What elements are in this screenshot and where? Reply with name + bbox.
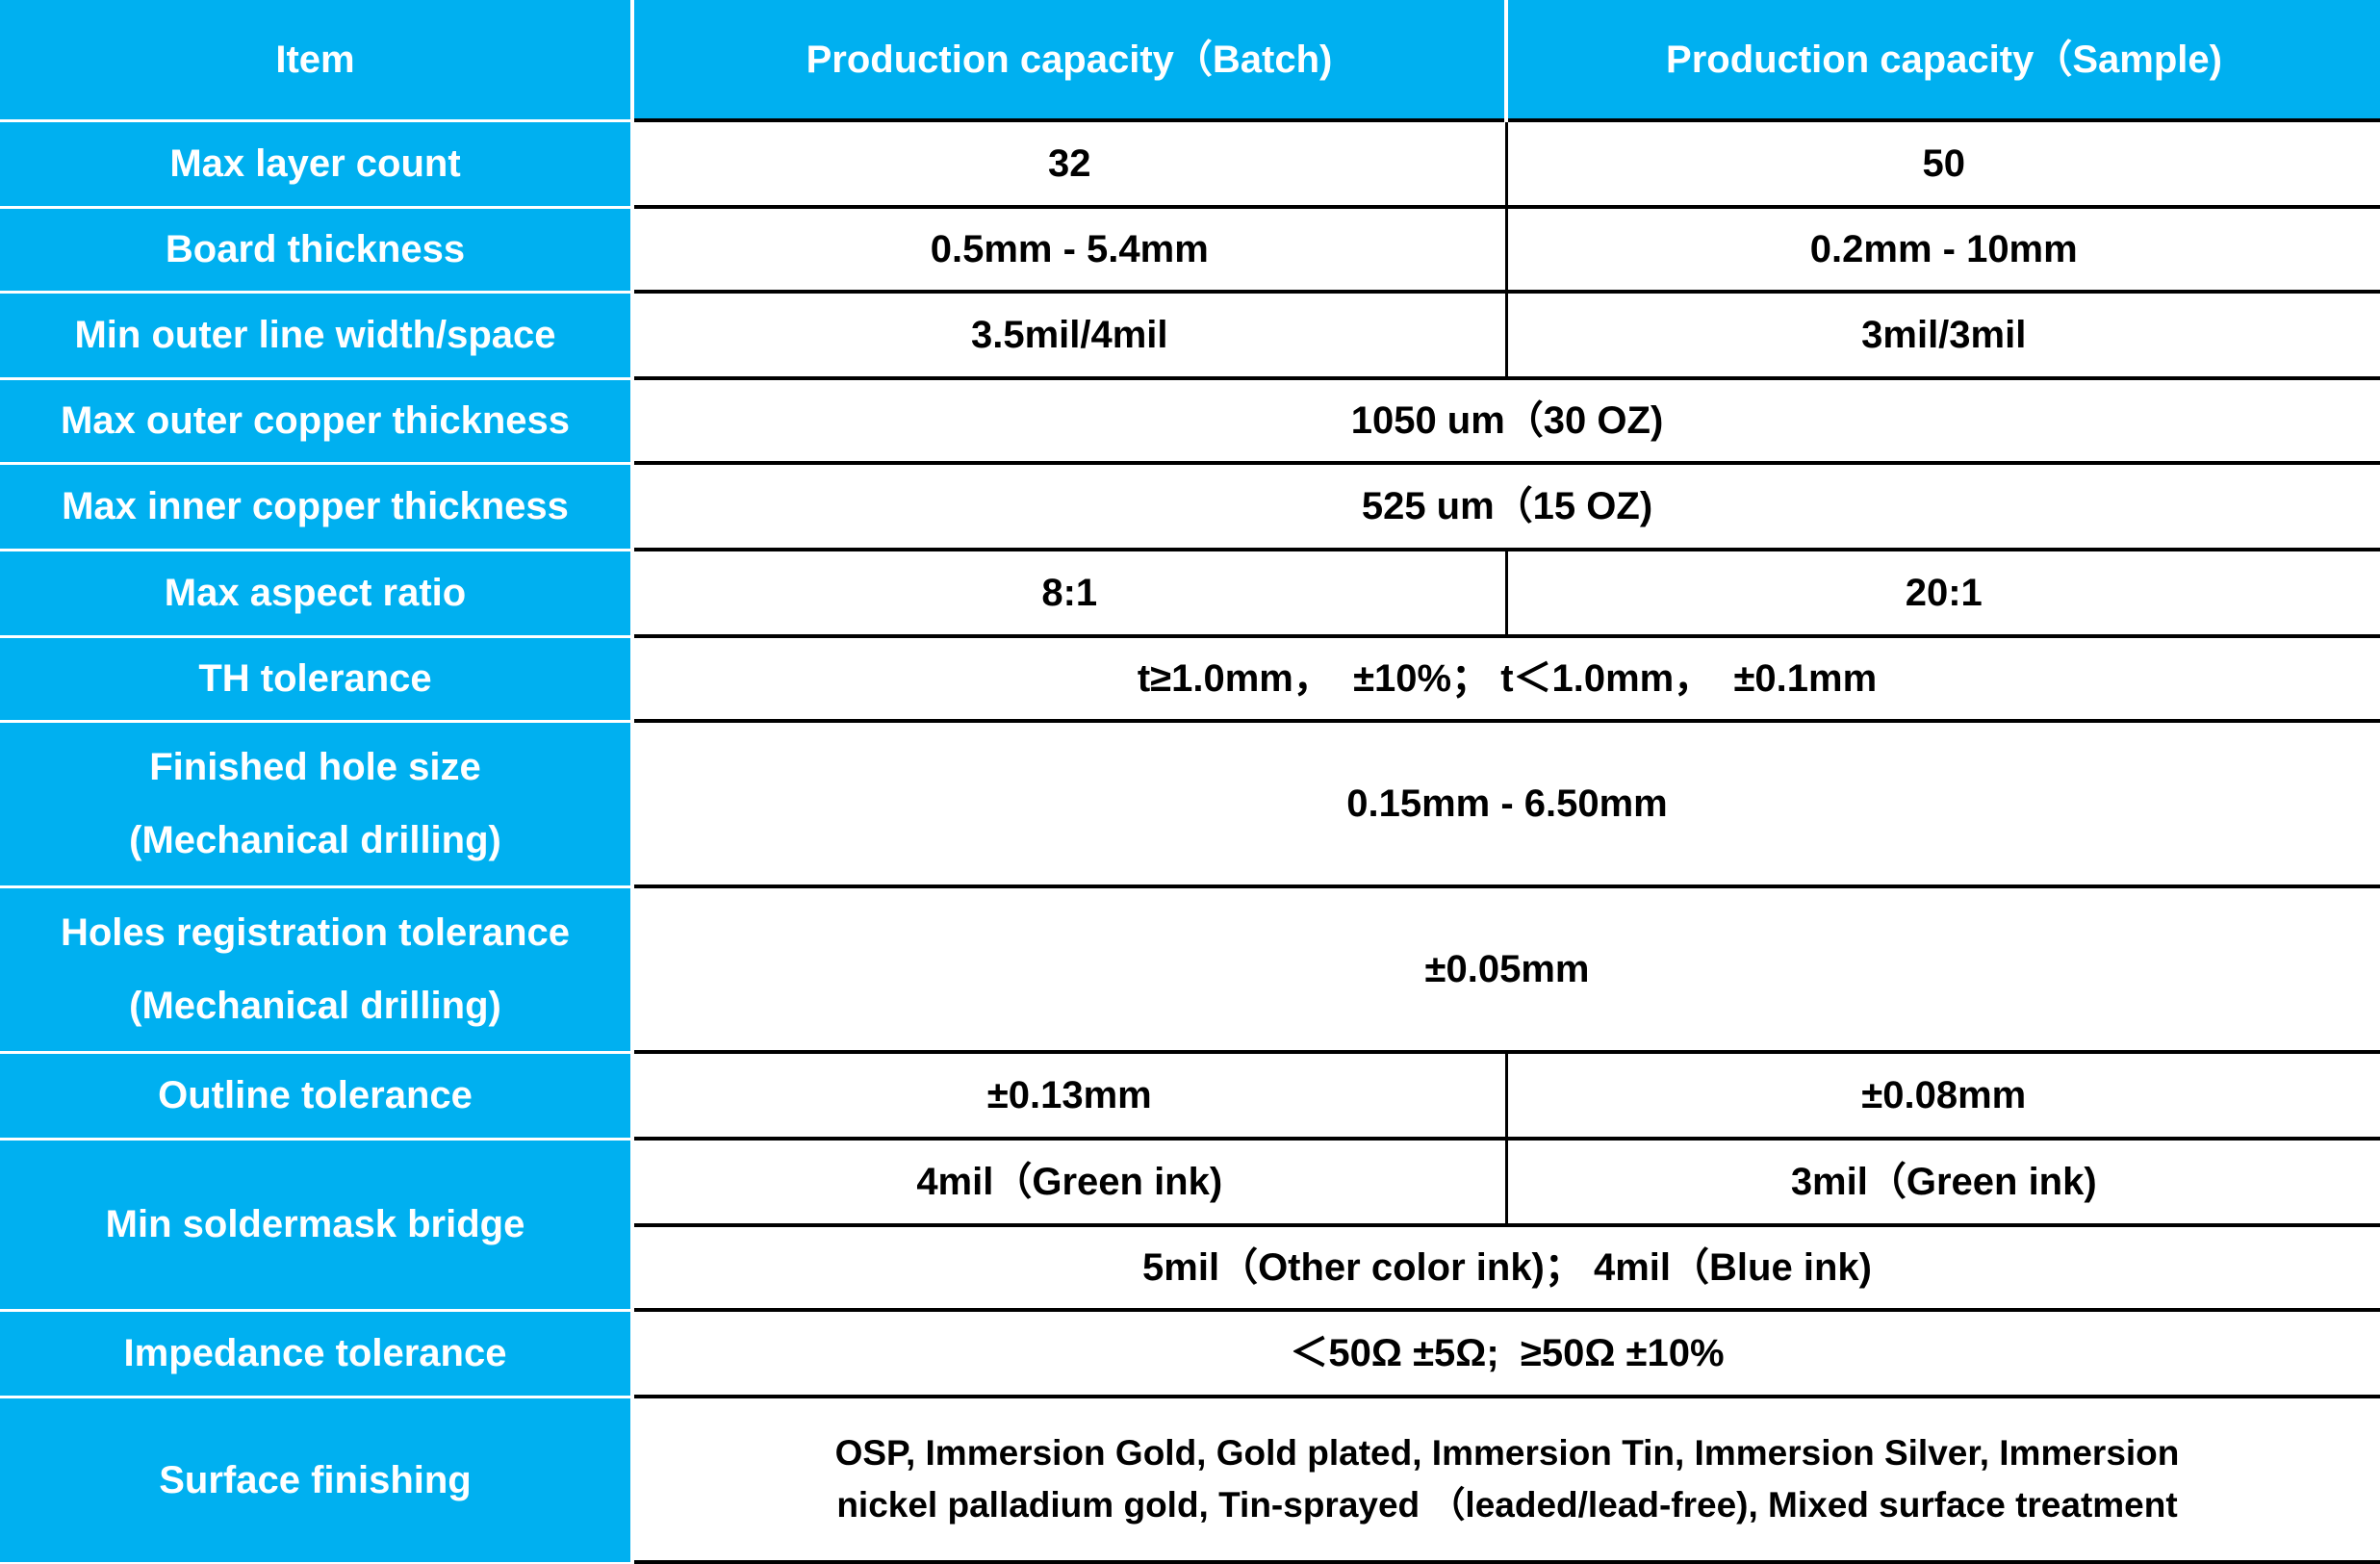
sample-value: 20:1 [1506, 548, 2380, 636]
row-label: TH tolerance [0, 634, 634, 721]
row-label: Holes registration tolerance (Mechanical … [0, 885, 634, 1052]
header-sample: Production capacity（Sample) [1506, 0, 2380, 120]
table-row: TH tolerance t≥1.0mm， ±10%； t＜1.0mm， ±0.… [0, 634, 2380, 721]
batch-value: 3.5mil/4mil [632, 290, 1508, 378]
row-label: Finished hole size (Mechanical drilling) [0, 719, 634, 886]
table-row: Max inner copper thickness 525 um（15 OZ) [0, 461, 2380, 550]
table-row: Max aspect ratio 8:1 20:1 [0, 548, 2380, 636]
batch-value: 0.5mm - 5.4mm [632, 205, 1508, 292]
value-line: nickel palladium gold, Tin-sprayed （lead… [836, 1485, 2178, 1525]
shared-value: 5mil（Other color ink)； 4mil（Blue ink) [632, 1223, 2380, 1310]
table-row: Holes registration tolerance (Mechanical … [0, 885, 2380, 1052]
table-row: Outline tolerance ±0.13mm ±0.08mm [0, 1050, 2380, 1139]
row-label: Outline tolerance [0, 1050, 634, 1139]
row-label: Max inner copper thickness [0, 461, 634, 550]
row-label: Max aspect ratio [0, 548, 634, 636]
table-row: Surface finishing OSP, Immersion Gold, G… [0, 1395, 2380, 1564]
sample-value: ±0.08mm [1506, 1050, 2380, 1139]
batch-value: ±0.13mm [632, 1050, 1508, 1139]
label-line: (Mechanical drilling) [129, 985, 501, 1027]
header-row: Item Production capacity（Batch) Producti… [0, 0, 2380, 120]
shared-value: ±0.05mm [632, 885, 2380, 1052]
label-line: Finished hole size [149, 746, 481, 788]
sample-value: 50 [1506, 118, 2380, 207]
header-item: Item [0, 0, 634, 120]
shared-value: 1050 um（30 OZ) [632, 376, 2380, 463]
row-label: Max layer count [0, 118, 634, 207]
label-line: (Mechanical drilling) [129, 819, 501, 861]
shared-value: OSP, Immersion Gold, Gold plated, Immers… [632, 1395, 2380, 1564]
row-label: Max outer copper thickness [0, 376, 634, 463]
table-row: Impedance tolerance ＜50Ω ±5Ω; ≥50Ω ±10% [0, 1308, 2380, 1397]
row-label: Impedance tolerance [0, 1308, 634, 1397]
shared-value: ＜50Ω ±5Ω; ≥50Ω ±10% [632, 1308, 2380, 1397]
batch-value: 32 [632, 118, 1508, 207]
row-label: Board thickness [0, 205, 634, 292]
value-line: OSP, Immersion Gold, Gold plated, Immers… [834, 1433, 2180, 1474]
batch-value: 4mil（Green ink) [632, 1137, 1508, 1225]
sample-value: 0.2mm - 10mm [1506, 205, 2380, 292]
table-row: Min outer line width/space 3.5mil/4mil 3… [0, 290, 2380, 378]
table-row: 5mil（Other color ink)； 4mil（Blue ink) [0, 1223, 2380, 1310]
sample-value: 3mil/3mil [1506, 290, 2380, 378]
shared-value: t≥1.0mm， ±10%； t＜1.0mm， ±0.1mm [632, 634, 2380, 721]
table-row: Max layer count 32 50 [0, 118, 2380, 207]
batch-value: 8:1 [632, 548, 1508, 636]
row-label: Min outer line width/space [0, 290, 634, 378]
row-label: Min soldermask bridge [0, 1137, 634, 1310]
header-batch: Production capacity（Batch) [632, 0, 1508, 120]
table-row: Finished hole size (Mechanical drilling) … [0, 719, 2380, 886]
shared-value: 0.15mm - 6.50mm [632, 719, 2380, 886]
label-line: Holes registration tolerance [60, 911, 571, 954]
row-label: Surface finishing [0, 1395, 634, 1562]
table-row: Board thickness 0.5mm - 5.4mm 0.2mm - 10… [0, 205, 2380, 292]
table-row: Min soldermask bridge 4mil（Green ink) 3m… [0, 1137, 2380, 1310]
shared-value: 525 um（15 OZ) [632, 461, 2380, 550]
sample-value: 3mil（Green ink) [1506, 1137, 2380, 1225]
table-row: Max outer copper thickness 1050 um（30 OZ… [0, 376, 2380, 463]
